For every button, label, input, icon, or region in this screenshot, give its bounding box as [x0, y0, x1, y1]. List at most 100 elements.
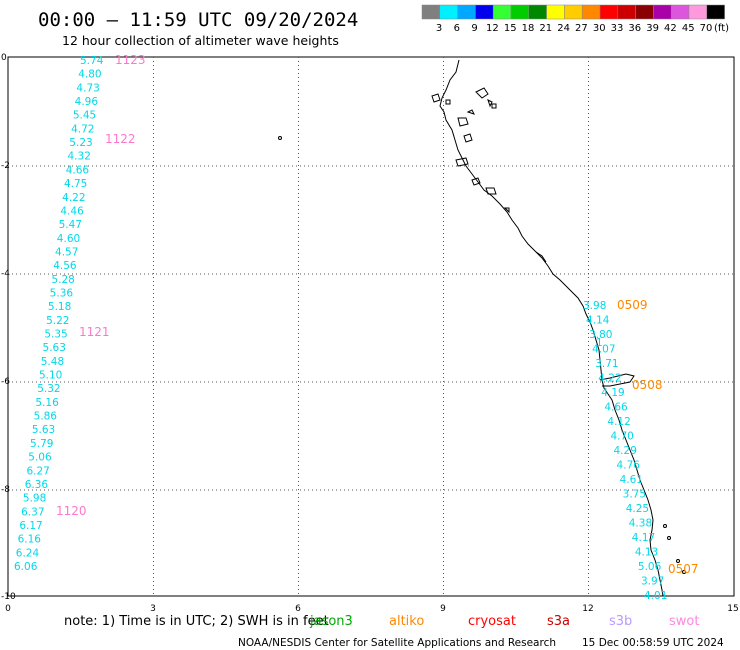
track-time-label: 1120 — [56, 504, 87, 518]
swh-value: 4.14 — [586, 315, 610, 327]
coastline — [278, 59, 686, 597]
map-grid — [8, 57, 734, 596]
satellite-legend: jason3 altiko cryosat s3a s3b swot — [309, 614, 699, 629]
track-time-label: 0507 — [668, 562, 699, 576]
swh-value: 4.38 — [629, 518, 652, 530]
swh-value: 4.56 — [53, 260, 77, 272]
legend-label: 18 — [522, 23, 535, 34]
satellite-name: cryosat — [468, 614, 516, 629]
y-tick-label: -6 — [1, 377, 10, 387]
legend-label: 12 — [486, 23, 499, 34]
x-tick-label: 12 — [582, 604, 593, 614]
track-time-label: 1123 — [115, 53, 146, 67]
map-title: 00:00 – 11:59 UTC 09/20/2024 — [38, 9, 358, 31]
x-tick-label: 6 — [295, 604, 301, 614]
x-tick-label: 9 — [440, 604, 446, 614]
y-tick-label: -2 — [1, 161, 10, 171]
swh-value: 4.70 — [610, 431, 633, 443]
swh-value: 4.75 — [64, 178, 87, 190]
legend-label: 42 — [664, 23, 677, 34]
swh-value: 6.36 — [25, 479, 49, 491]
swh-value: 4.22 — [598, 373, 621, 385]
swh-value: 4.46 — [60, 205, 84, 217]
swh-value: 5.45 — [73, 110, 96, 122]
legend-swatch — [510, 4, 530, 20]
swh-value: 6.06 — [14, 561, 38, 573]
swh-value: 5.79 — [30, 438, 53, 450]
legend-swatch — [439, 4, 458, 20]
swh-value: 5.06 — [638, 561, 662, 573]
legend-label: 30 — [593, 23, 606, 34]
swh-value: 5.86 — [34, 411, 58, 423]
swh-value: 3.98 — [583, 300, 606, 312]
track-point-label: 1 — [596, 337, 603, 349]
swh-value: 5.63 — [32, 424, 55, 436]
swh-value: 5.74 — [80, 55, 104, 67]
legend-swatch — [653, 4, 672, 20]
legend-label: 36 — [628, 23, 641, 34]
legend-label: 70 — [700, 23, 713, 34]
swh-value: 6.16 — [18, 534, 42, 546]
legend-label: 9 — [471, 23, 477, 34]
track-time-label: 1121 — [79, 325, 110, 339]
swh-value: 5.98 — [23, 493, 46, 505]
satellite-name: altiko — [389, 614, 424, 629]
swh-value: 5.18 — [48, 301, 71, 313]
swh-value: 5.47 — [59, 219, 82, 231]
y-tick-label: -8 — [1, 485, 10, 495]
legend-swatch — [421, 4, 441, 20]
swh-value: 5.32 — [37, 383, 60, 395]
swh-value: 5.23 — [69, 137, 92, 149]
right-altimeter-track: 3.98 4.14 3.80 4.07 3.71 4.22 4.19 4.66 4.12 4.70… — [583, 298, 699, 602]
swh-value: 4.22 — [62, 192, 85, 204]
legend-label: 27 — [575, 23, 588, 34]
swh-value: 4.66 — [66, 164, 90, 176]
satellite-name: s3a — [547, 614, 570, 629]
y-tick-label: 0 — [1, 53, 7, 63]
legend-label: 3 — [436, 23, 442, 34]
legend-swatch — [457, 4, 476, 20]
swh-value: 6.24 — [16, 547, 40, 559]
y-axis-ticks: 0 -2 -4 -6 -8 -10 — [1, 53, 16, 602]
swh-value: 5.06 — [28, 452, 52, 464]
swh-value: 4.76 — [617, 460, 641, 472]
swh-value: 5.36 — [50, 287, 74, 299]
footer-timestamp: 15 Dec 00:58:59 UTC 2024 — [582, 637, 724, 649]
legend-swatch — [528, 4, 547, 20]
legend-label: 39 — [646, 23, 659, 34]
swh-value: 6.37 — [21, 506, 44, 518]
legend-swatch — [581, 4, 601, 20]
y-tick-label: -4 — [1, 269, 10, 279]
legend-label: 33 — [611, 23, 624, 34]
legend-swatch — [599, 4, 619, 20]
swh-value: 4.73 — [76, 82, 99, 94]
legend-swatch — [635, 4, 654, 20]
legend-swatch — [617, 4, 636, 20]
satellite-name: swot — [669, 614, 699, 629]
swh-value: 4.96 — [75, 96, 99, 108]
x-axis-ticks: 0 3 6 9 12 15 — [5, 604, 739, 614]
plot-frame — [7, 56, 735, 597]
legend-label: 21 — [539, 23, 552, 34]
left-altimeter-track: 5.74 4.804.73 4.96 5.454.72 5.23 4.324.66 4.75… — [14, 53, 146, 573]
swh-value: 4.07 — [592, 344, 615, 356]
satellite-name: s3b — [609, 614, 632, 629]
swh-value: 4.17 — [632, 532, 655, 544]
swh-value: 5.10 — [39, 370, 62, 382]
legend-label: 15 — [504, 23, 517, 34]
swh-value: 4.66 — [604, 402, 628, 414]
swh-value: 5.22 — [46, 315, 69, 327]
legend-swatch — [492, 4, 512, 20]
swh-value: 4.29 — [614, 445, 637, 457]
swh-value: 3.75 — [623, 489, 646, 501]
swh-value: 4.61 — [620, 474, 643, 486]
legend-swatch — [564, 4, 583, 20]
swh-value: 4.57 — [55, 246, 78, 258]
map-subtitle: 12 hour collection of altimeter wave hei… — [62, 33, 339, 48]
legend-label: 24 — [557, 23, 570, 34]
swh-value: 4.01 — [644, 590, 667, 602]
x-tick-label: 15 — [727, 604, 738, 614]
footer-credit: NOAA/NESDIS Center for Satellite Applica… — [238, 637, 556, 649]
swh-value: 4.60 — [57, 233, 80, 245]
satellite-name: jason3 — [309, 614, 353, 629]
